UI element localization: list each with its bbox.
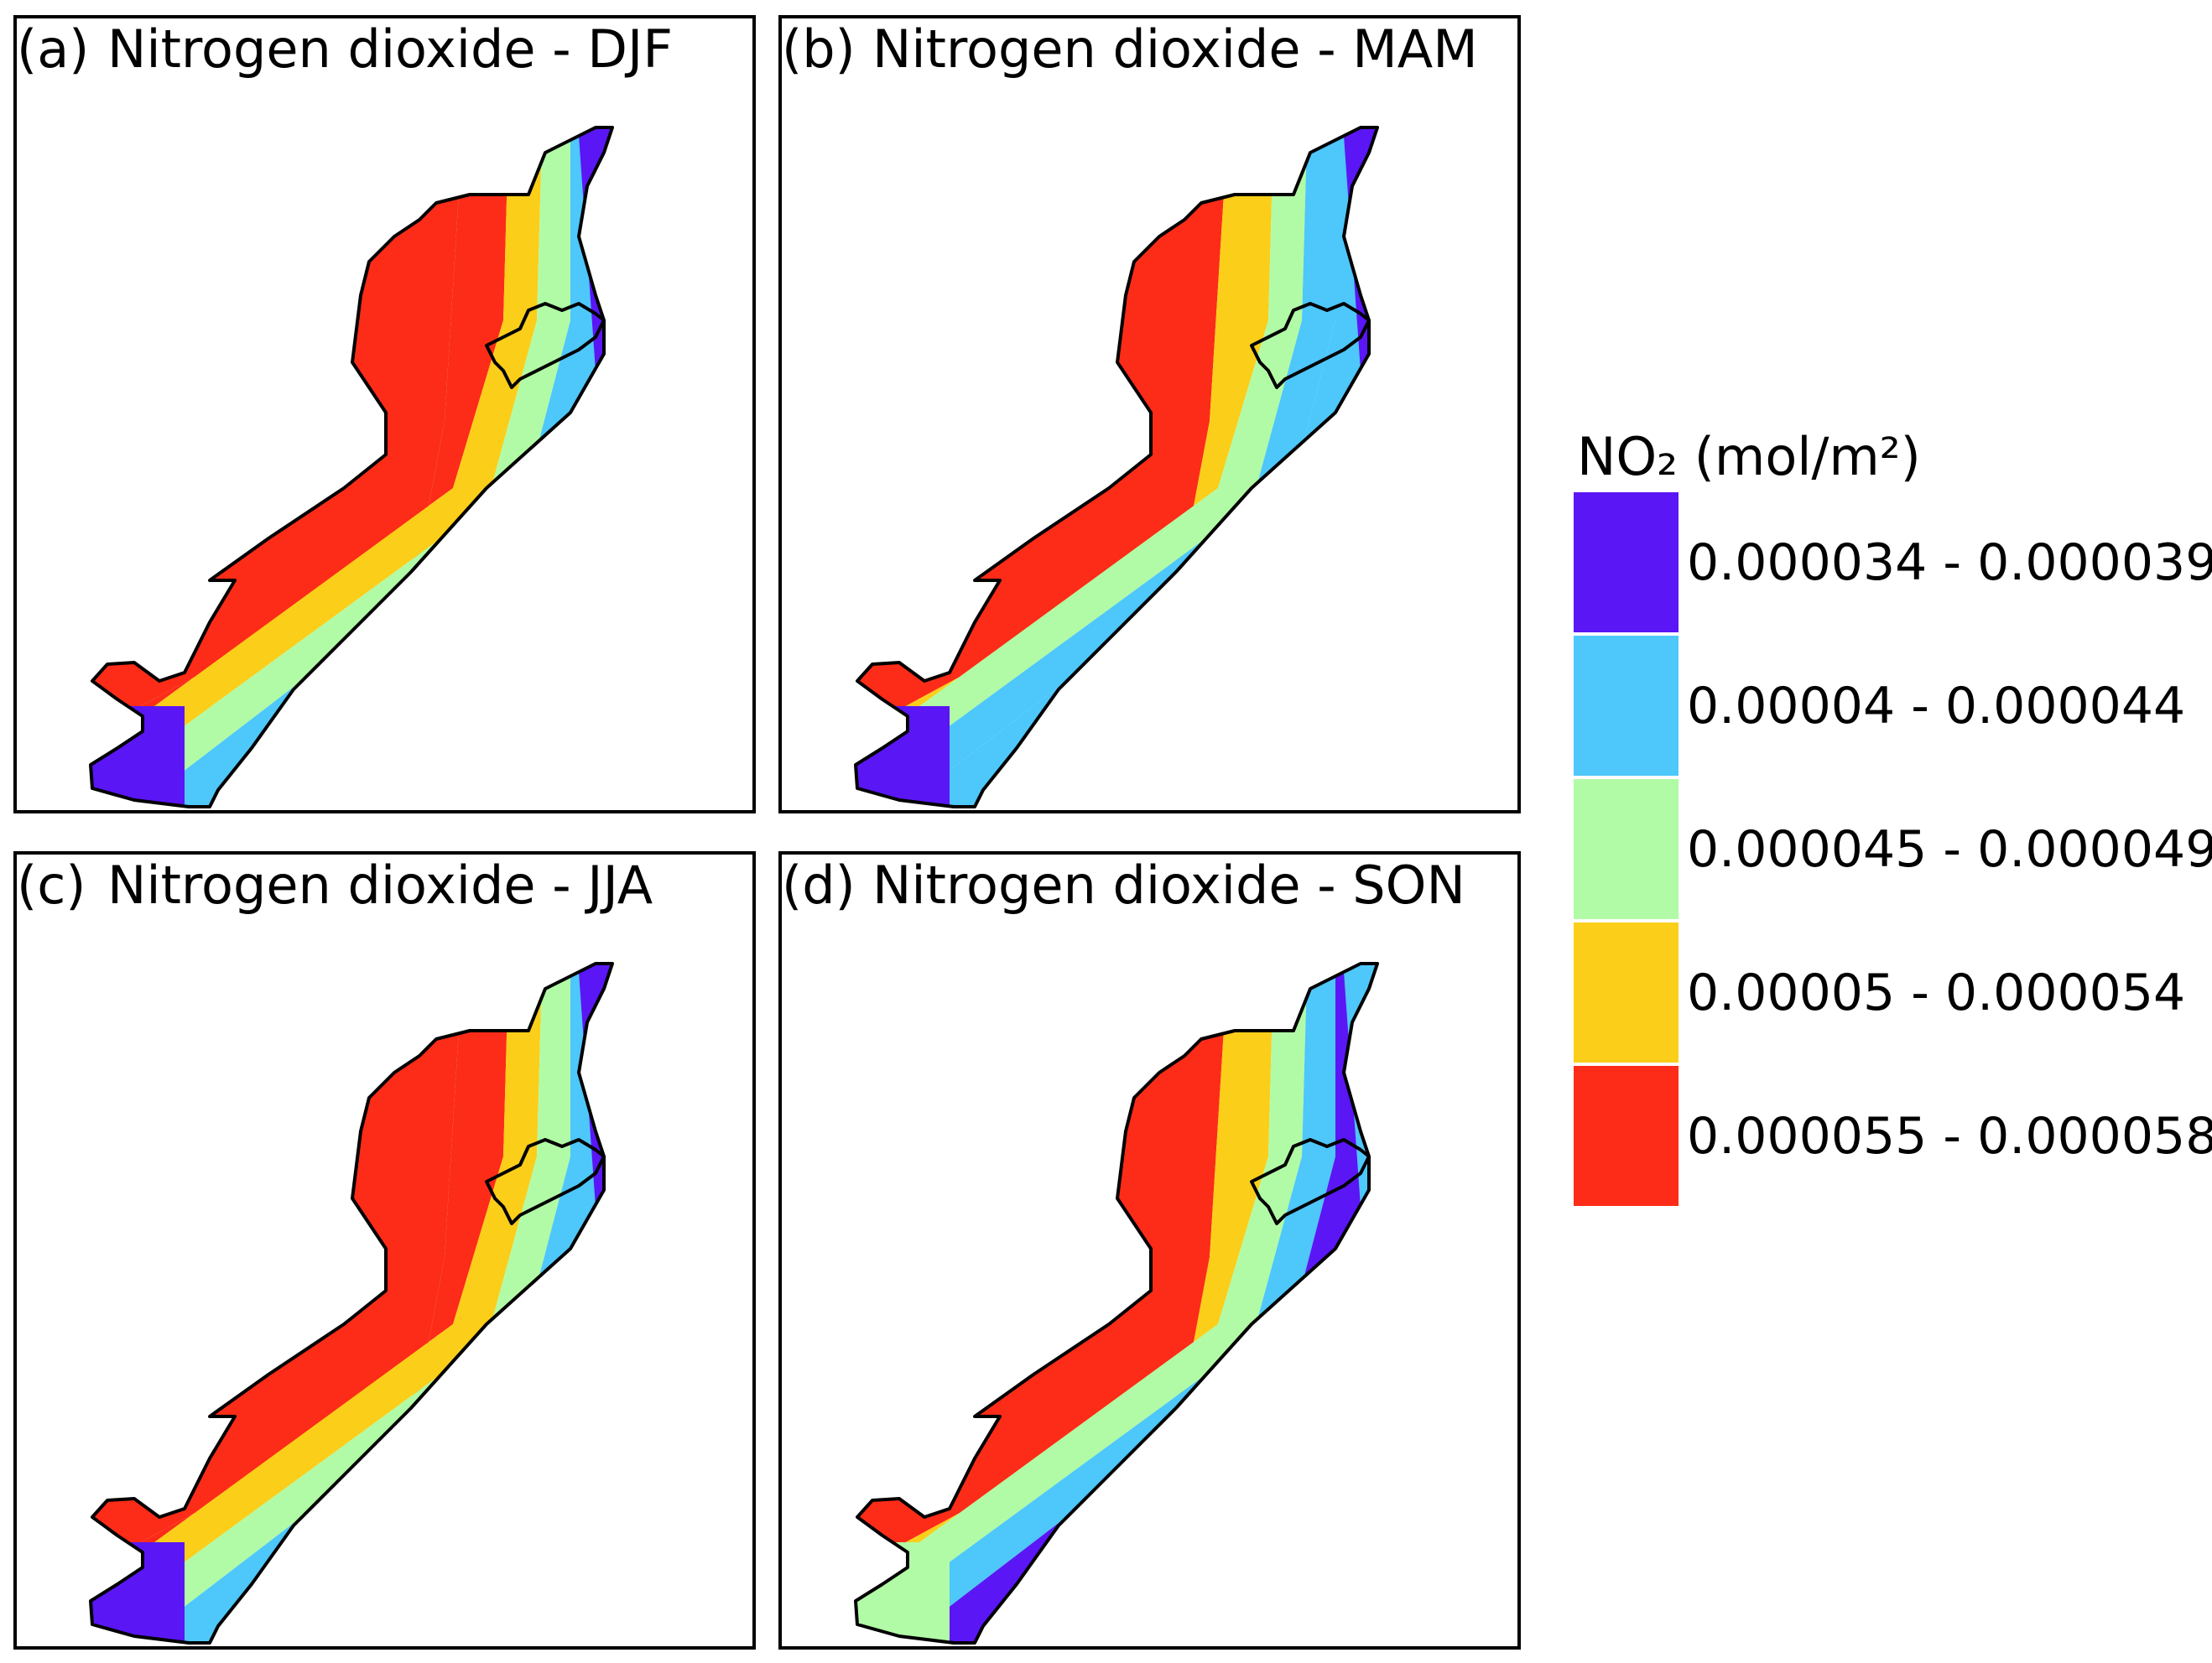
panel-letter: (c) xyxy=(17,855,86,916)
legend-item: 0.00005 - 0.000054 xyxy=(1574,921,2212,1064)
region-map xyxy=(854,126,1379,808)
panel-title: (d) Nitrogen dioxide - SON xyxy=(782,855,1465,917)
panel-title-text: Nitrogen dioxide - JJA xyxy=(107,855,653,916)
region-map xyxy=(89,126,614,808)
legend-item: 0.000045 - 0.000049 xyxy=(1574,777,2212,921)
legend-swatch xyxy=(1574,492,1679,632)
inner-coastline xyxy=(1250,302,1371,389)
inner-coastline xyxy=(485,1138,606,1225)
legend-label: 0.00005 - 0.000054 xyxy=(1687,963,2186,1022)
panel-letter: (a) xyxy=(17,18,90,80)
legend-swatch xyxy=(1574,1066,1679,1206)
legend-label: 0.000045 - 0.000049 xyxy=(1687,819,2212,879)
panel-title: (c) Nitrogen dioxide - JJA xyxy=(17,855,653,917)
map-panel-djf: (a) Nitrogen dioxide - DJF xyxy=(13,15,756,813)
legend-item: 0.000055 - 0.000058 xyxy=(1574,1064,2212,1208)
legend-item: 0.00004 - 0.000044 xyxy=(1574,634,2212,777)
map-panel-jja: (c) Nitrogen dioxide - JJA xyxy=(13,851,756,1650)
legend-item: 0.000034 - 0.000039 xyxy=(1574,491,2212,634)
inner-coastline xyxy=(1250,1138,1371,1225)
map-panel-mam: (b) Nitrogen dioxide - MAM xyxy=(778,15,1521,813)
legend-label: 0.000034 - 0.000039 xyxy=(1687,533,2212,592)
legend-swatch xyxy=(1574,779,1679,919)
panel-letter: (b) xyxy=(782,18,856,80)
panel-title: (b) Nitrogen dioxide - MAM xyxy=(782,18,1478,81)
region-map xyxy=(89,962,614,1645)
panel-title: (a) Nitrogen dioxide - DJF xyxy=(17,18,673,81)
map-panel-son: (d) Nitrogen dioxide - SON xyxy=(778,851,1521,1650)
panel-title-text: Nitrogen dioxide - DJF xyxy=(107,18,673,80)
legend-swatch xyxy=(1574,922,1679,1063)
legend-title: NO₂ (mol/m²) xyxy=(1577,426,1921,487)
legend-swatch xyxy=(1574,636,1679,776)
panel-title-text: Nitrogen dioxide - SON xyxy=(872,855,1465,916)
legend-label: 0.00004 - 0.000044 xyxy=(1687,676,2186,735)
inner-coastline xyxy=(485,302,606,389)
region-map xyxy=(854,962,1379,1645)
panel-title-text: Nitrogen dioxide - MAM xyxy=(872,18,1478,80)
map-legend: NO₂ (mol/m²) 0.000034 - 0.000039 0.00004… xyxy=(1574,424,2212,1208)
panel-letter: (d) xyxy=(782,855,856,916)
legend-label: 0.000055 - 0.000058 xyxy=(1687,1106,2212,1166)
